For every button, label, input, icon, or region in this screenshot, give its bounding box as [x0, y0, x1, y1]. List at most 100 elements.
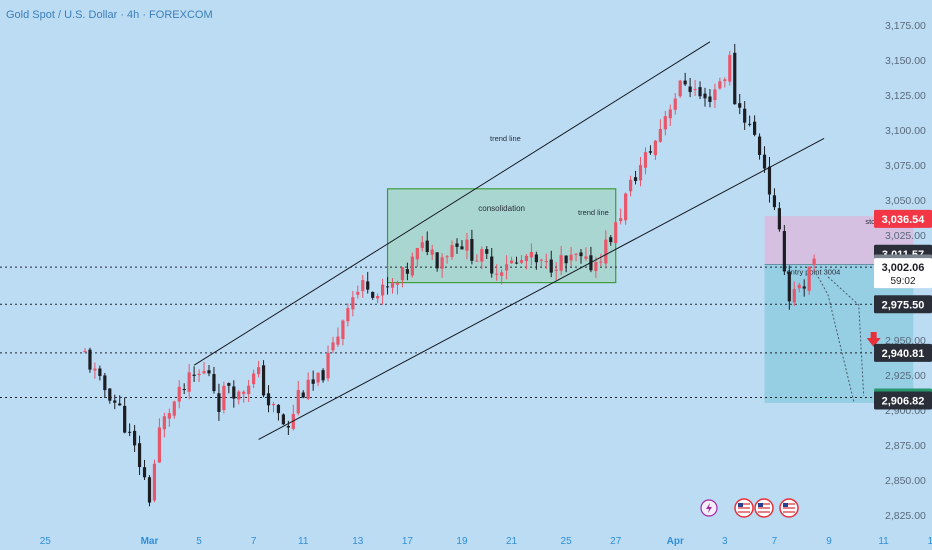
candle-body: [465, 239, 469, 251]
candle-body: [286, 425, 290, 428]
price-label-box: [874, 209, 932, 228]
candle-body: [767, 166, 772, 195]
candle-body: [609, 237, 613, 243]
chart-title: Gold Spot / U.S. Dollar · 4h · FOREXCOM: [6, 9, 213, 21]
candle-body: [400, 267, 405, 281]
candle-body: [584, 256, 588, 259]
candle-body: [162, 416, 166, 430]
candle-body: [619, 218, 623, 222]
candle-body: [381, 284, 385, 296]
candle-body: [376, 296, 380, 299]
x-tick-label: 25: [561, 536, 573, 547]
time-axis-panel: [0, 532, 932, 550]
candle-body: [113, 400, 117, 403]
candle-body: [88, 349, 92, 370]
trend-line-1: [193, 41, 711, 366]
candle-body: [93, 368, 97, 371]
candle-body: [351, 297, 355, 310]
candle-body: [495, 273, 499, 275]
candle-body: [232, 386, 236, 399]
candle-body: [316, 372, 320, 383]
candle-body: [450, 245, 454, 257]
candle-body: [430, 249, 434, 255]
candle-body: [227, 383, 231, 386]
y-tick-label: 2,850.00: [885, 475, 926, 487]
candle-body: [385, 286, 390, 288]
candle-body: [440, 257, 444, 269]
candle-body: [281, 414, 285, 425]
candle-body: [539, 259, 543, 261]
y-tick-label: 2,825.00: [885, 510, 926, 522]
candle-body: [762, 154, 767, 169]
candle-body: [663, 116, 667, 130]
candle-body: [812, 258, 816, 265]
y-tick-label: 3,125.00: [885, 90, 926, 102]
candle-body: [123, 405, 127, 433]
candle-body: [509, 260, 514, 264]
candle-body: [490, 256, 494, 274]
candle-body: [247, 385, 251, 395]
candle-body: [142, 467, 147, 478]
y-tick-label: 3,050.00: [885, 195, 926, 207]
candle-body: [777, 208, 781, 230]
candle-body: [435, 252, 439, 269]
candle-body: [574, 253, 578, 255]
candle-body: [356, 291, 360, 295]
price-label-countdown: 59:02: [890, 276, 915, 287]
price-label: 2,940.81: [882, 348, 925, 360]
candle-body: [753, 121, 757, 135]
candle-body: [167, 413, 171, 419]
candle-body: [807, 266, 811, 291]
candle-body: [242, 391, 246, 394]
price-label: 3,002.06: [882, 262, 925, 274]
candle-body: [723, 79, 727, 82]
y-tick-label: 3,025.00: [885, 230, 926, 242]
trend-line-label-2: trend line: [578, 208, 609, 217]
x-tick-label: 17: [402, 536, 414, 547]
candle-body: [475, 260, 479, 262]
candle-body: [743, 108, 747, 123]
projected-path-alt: [827, 276, 865, 397]
us-flag-canton: [758, 503, 763, 507]
candle-body: [733, 52, 737, 105]
price-label: 2,906.82: [882, 395, 925, 407]
candle-body: [614, 222, 618, 244]
candle-body: [534, 254, 538, 263]
price-label-box: [874, 391, 932, 410]
candle-body: [157, 427, 161, 463]
candle-body: [192, 374, 196, 376]
candle-body: [460, 246, 464, 250]
candle-body: [371, 291, 375, 298]
candle-body: [182, 389, 186, 391]
candle-body: [415, 247, 419, 260]
x-tick-label: 7: [251, 536, 257, 547]
x-tick-label: 27: [610, 536, 622, 547]
candle-body: [688, 86, 692, 93]
candle-body: [202, 371, 206, 374]
candle-body: [564, 255, 568, 264]
price-label-box: [874, 258, 932, 289]
y-tick-label: 3,100.00: [885, 125, 926, 137]
candle-body: [633, 177, 638, 181]
candle-body: [782, 231, 786, 272]
y-tick-label: 2,925.00: [885, 370, 926, 382]
candle-body: [648, 151, 653, 153]
candle-body: [83, 351, 87, 353]
candles-group: [83, 43, 816, 507]
candle-body: [237, 391, 241, 400]
candle-body: [757, 136, 762, 155]
candle-body: [405, 269, 409, 274]
candle-body: [217, 393, 221, 412]
candle-body: [673, 98, 677, 110]
candle-body: [366, 281, 370, 290]
price-label-box: [874, 295, 932, 314]
candle-body: [772, 195, 777, 208]
candle-body: [604, 239, 608, 264]
candle-body: [395, 282, 400, 285]
candle-body: [108, 388, 112, 401]
y-tick-label: 3,075.00: [885, 160, 926, 172]
candle-body: [276, 404, 281, 414]
candle-body: [103, 375, 107, 391]
us-flag-canton: [738, 503, 743, 507]
